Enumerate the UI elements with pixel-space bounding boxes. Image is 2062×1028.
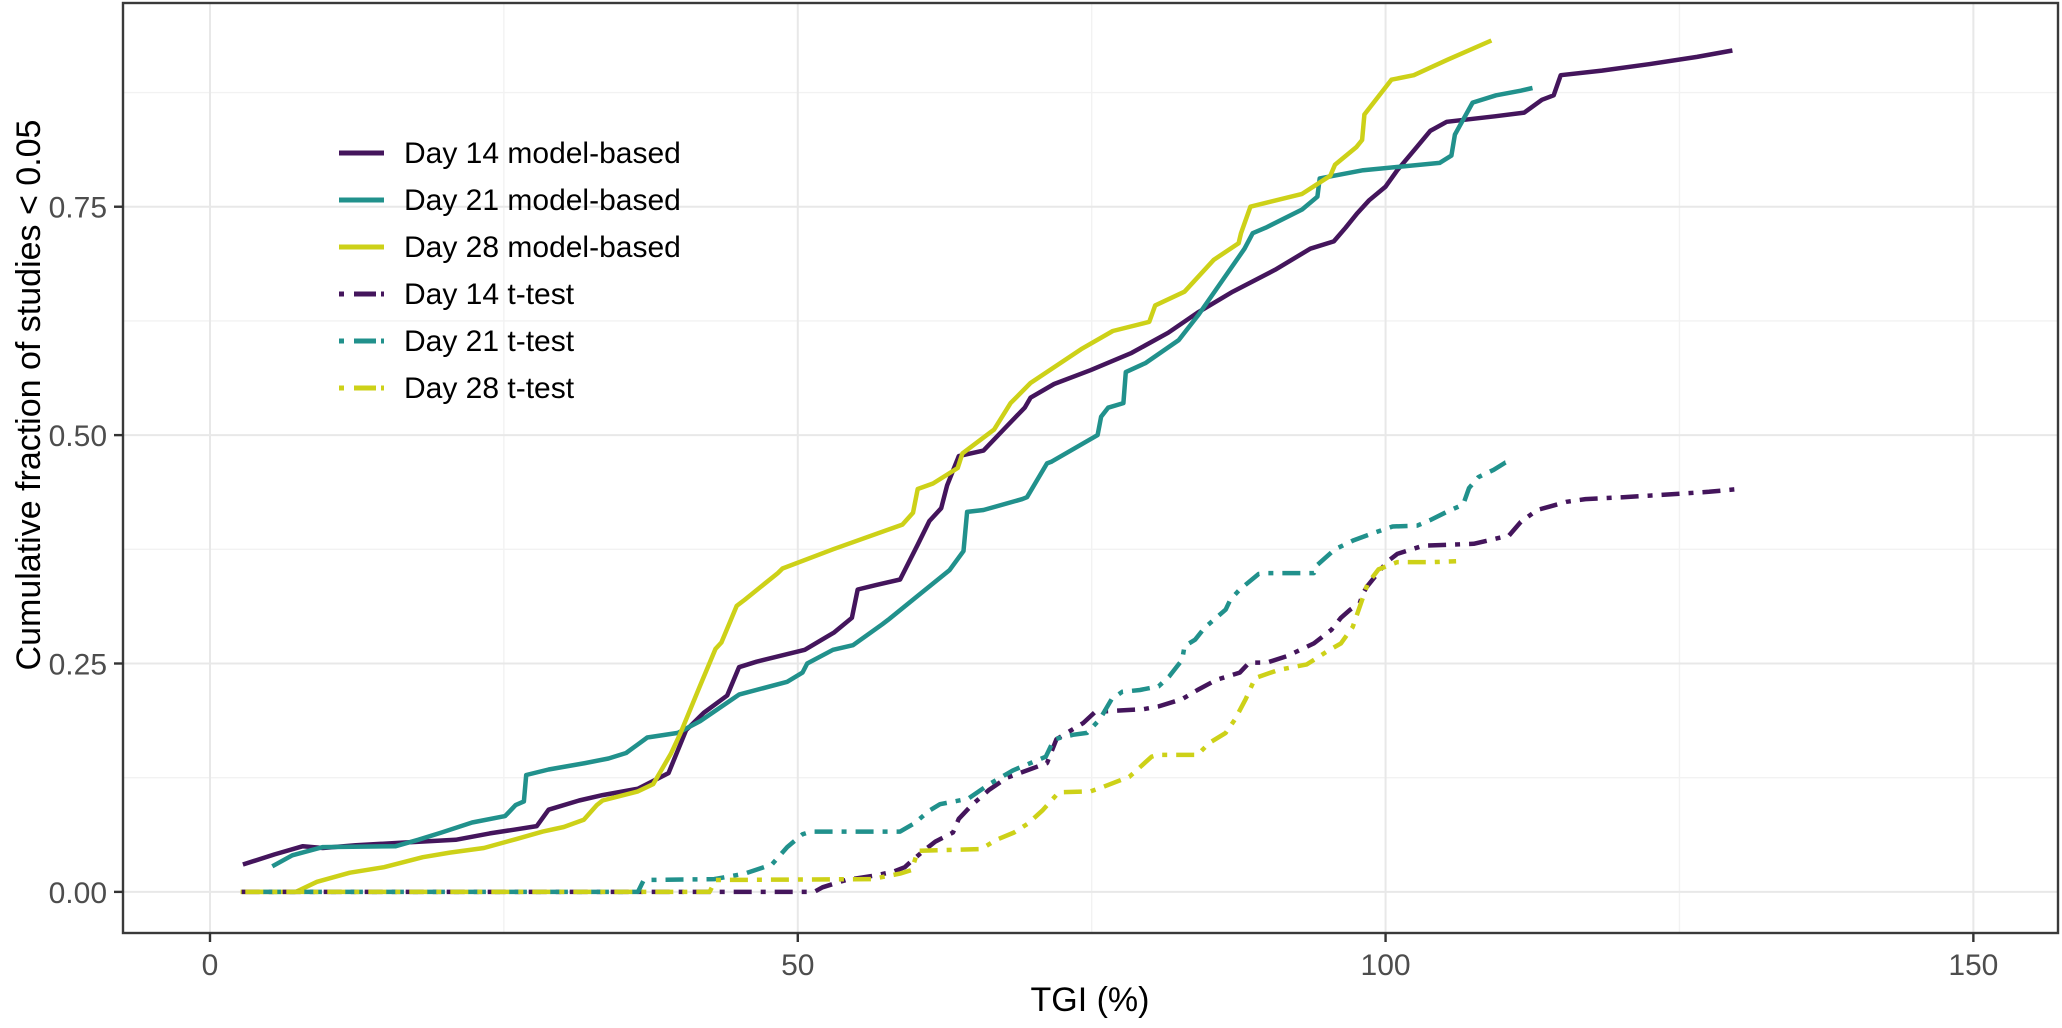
y-tick-label: 0.25 [49, 649, 107, 682]
legend-item-day-28-t-test: Day 28 t-test [339, 372, 575, 405]
series-lines [240, 38, 1739, 895]
x-tick-label: 50 [781, 949, 814, 982]
legend-item-day-21-t-test: Day 21 t-test [339, 325, 575, 358]
legend-label-day-14-t-test: Day 14 t-test [404, 278, 575, 311]
legend-item-day-14-model-based: Day 14 model-based [339, 137, 681, 170]
legend-label-day-14-model-based: Day 14 model-based [404, 137, 681, 170]
series-line-day-14-model-based [242, 48, 1733, 867]
legend-label-day-21-t-test: Day 21 t-test [404, 325, 575, 358]
y-tick-label: 0.75 [49, 192, 107, 225]
x-tick-labels: 0 50 100 150 [202, 949, 1999, 982]
axis-ticks [114, 205, 1975, 942]
series-line-day-28-model-based [240, 38, 1493, 895]
legend-item-day-21-model-based: Day 21 model-based [339, 184, 681, 217]
x-tick-label: 100 [1361, 949, 1411, 982]
y-tick-labels: 0.00 0.25 0.50 0.75 [49, 192, 107, 910]
panel-border [121, 1, 2060, 935]
legend-label-day-28-t-test: Day 28 t-test [404, 372, 575, 405]
y-axis-title: Cumulative fraction of studies < 0.05 [10, 120, 48, 671]
y-tick-label: 0.50 [49, 420, 107, 453]
legend: Day 14 model-based Day 21 model-based Day … [339, 137, 681, 405]
legend-item-day-14-t-test: Day 14 t-test [339, 278, 575, 311]
legend-item-day-28-model-based: Day 28 model-based [339, 231, 681, 264]
y-tick-label: 0.00 [49, 877, 107, 910]
series-line-day-21-model-based [271, 85, 1534, 869]
gridlines-minor [123, 3, 2058, 933]
series-line-day-21-t-test [262, 459, 1511, 895]
legend-label-day-21-model-based: Day 21 model-based [404, 184, 681, 217]
gridlines-major [123, 3, 2058, 933]
legend-label-day-28-model-based: Day 28 model-based [404, 231, 681, 264]
x-tick-label: 0 [202, 949, 219, 982]
series-line-day-14-t-test [241, 486, 1739, 895]
series-line-day-28-t-test [245, 558, 1457, 895]
x-axis-title: TGI (%) [1031, 981, 1150, 1019]
x-tick-label: 150 [1948, 949, 1998, 982]
